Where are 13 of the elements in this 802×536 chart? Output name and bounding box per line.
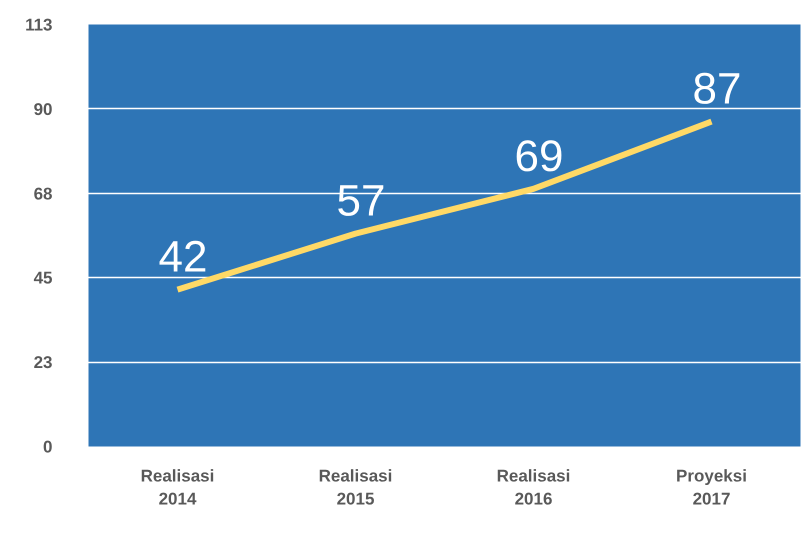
x-tick-label: Proyeksi 2017 [676, 466, 747, 508]
data-label: 87 [692, 64, 742, 114]
data-label: 69 [514, 132, 564, 181]
y-tick-label: 0 [43, 438, 53, 456]
x-tick-label: Realisasi 2015 [318, 466, 392, 508]
y-tick-label: 68 [34, 184, 53, 204]
x-tick-label: Realisasi 2014 [140, 466, 214, 508]
y-tick-label: 113 [25, 16, 53, 34]
x-tick-label: Realisasi 2016 [496, 466, 570, 508]
y-tick-label: 45 [34, 268, 53, 288]
y-tick-label: 90 [34, 100, 53, 119]
y-tick-label: 23 [34, 353, 53, 372]
data-label: 42 [158, 232, 208, 282]
